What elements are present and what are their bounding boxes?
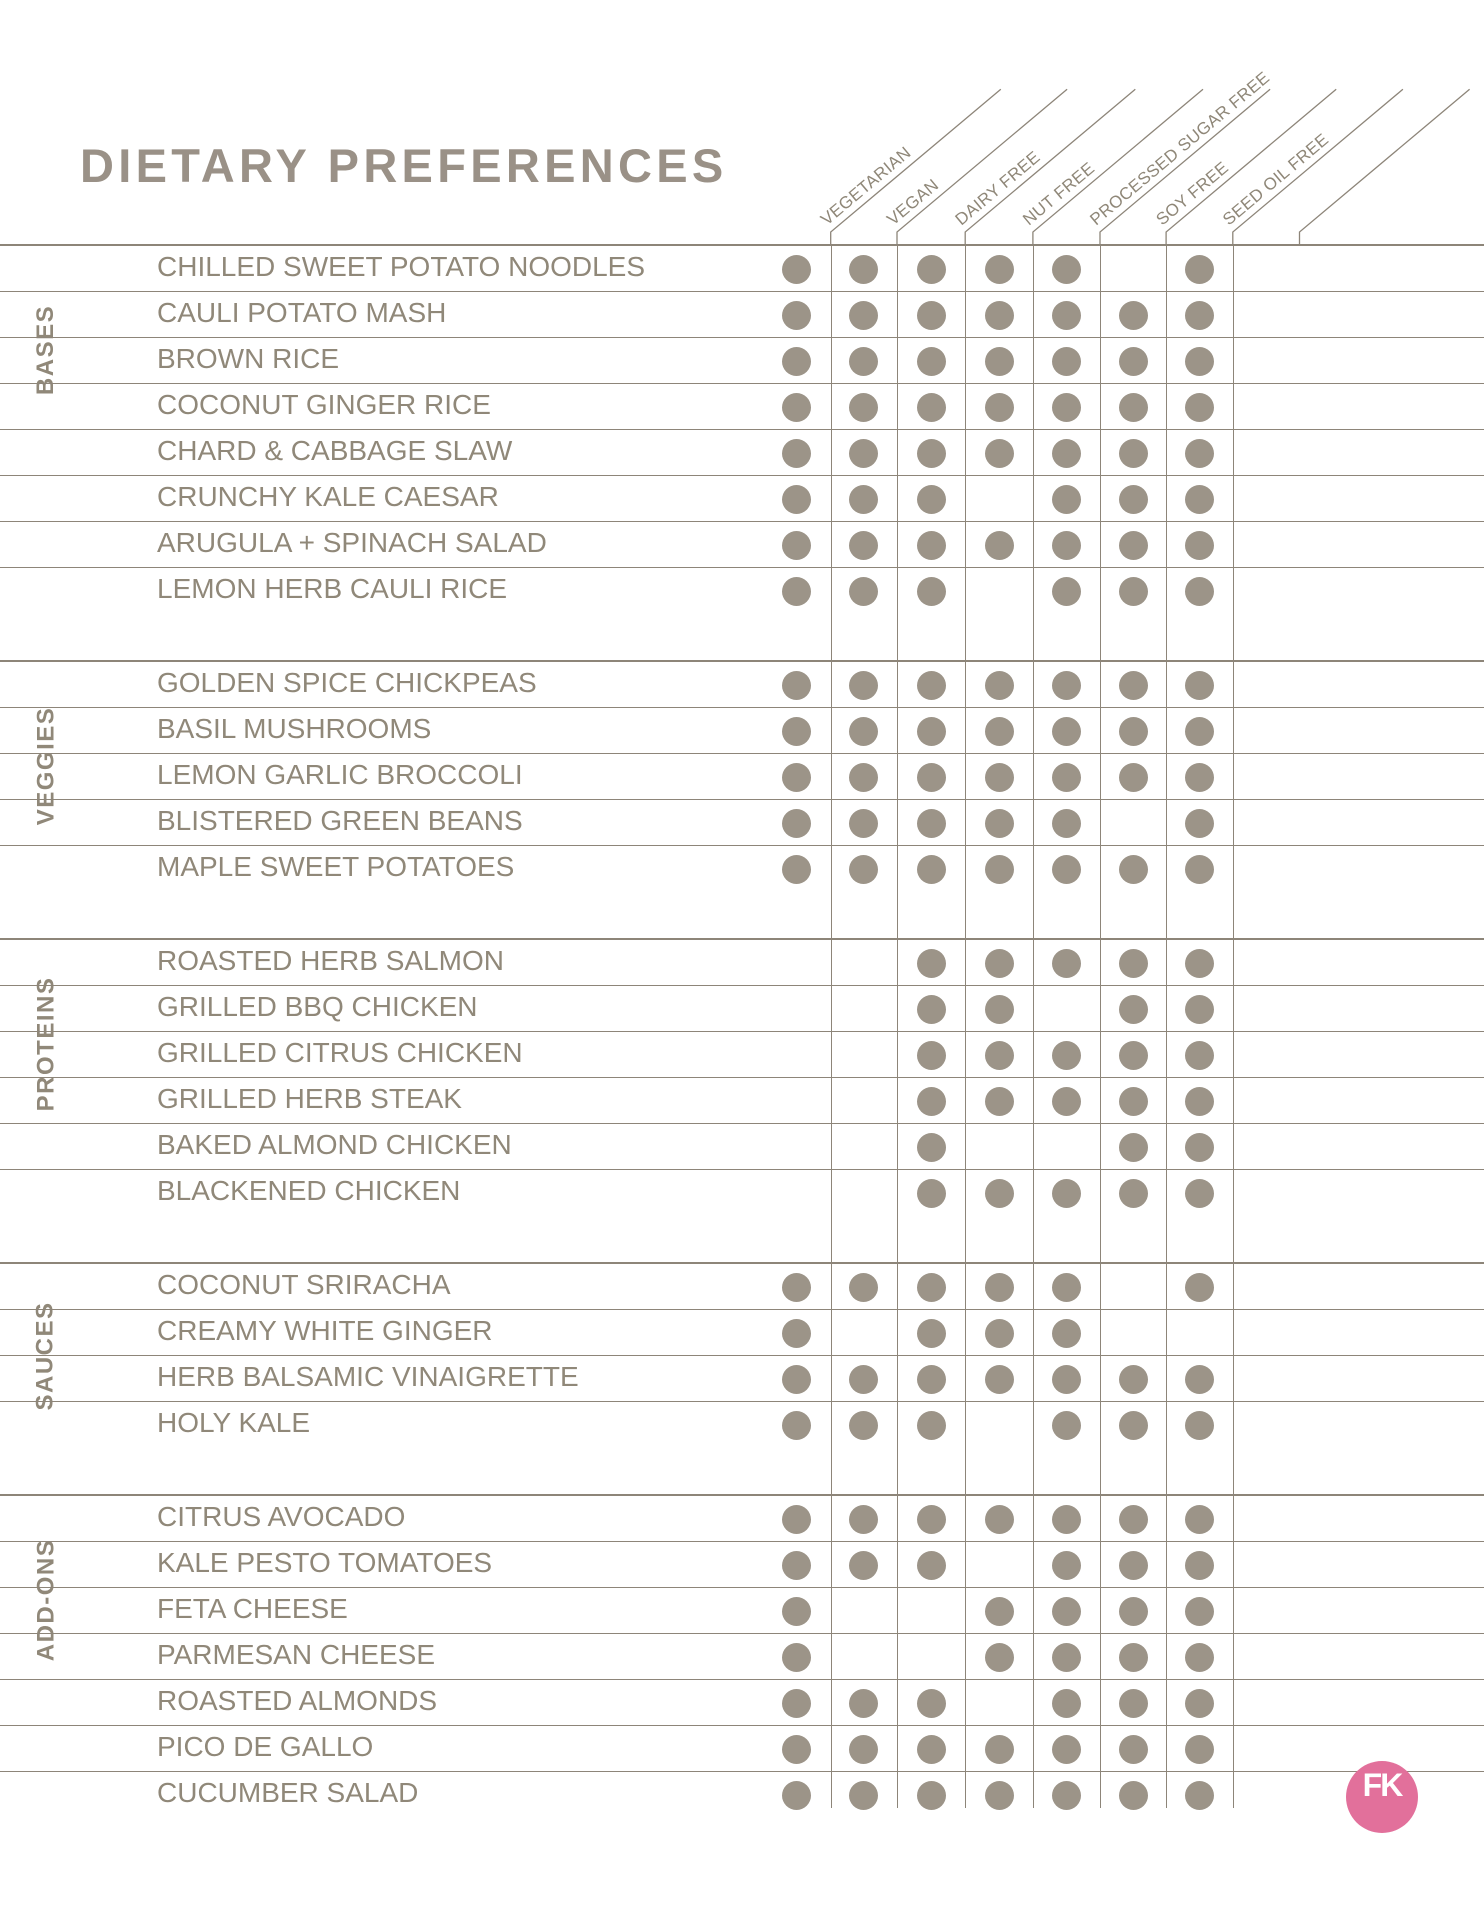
svg-text:SEED OIL FREE: SEED OIL FREE bbox=[1219, 130, 1332, 229]
